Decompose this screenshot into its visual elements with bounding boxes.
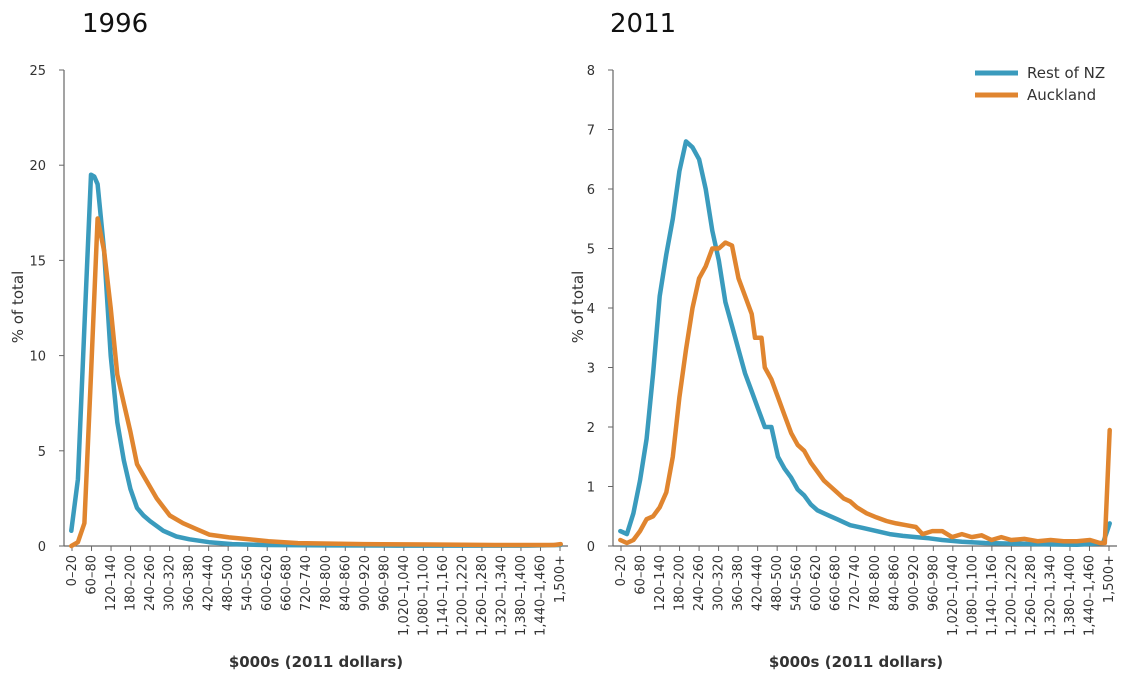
- x-tick-label: 660–680: [829, 555, 844, 611]
- x-tick-label: 1,020–1,040: [946, 555, 961, 636]
- x-tick-label: 540–560: [241, 555, 256, 611]
- x-tick-label: 420–440: [202, 555, 217, 611]
- x-tick-label: 120–140: [104, 555, 119, 611]
- x-tick-label: 720–740: [299, 555, 314, 611]
- x-tick-label: 60–80: [634, 555, 649, 595]
- y-tick-label: 3: [587, 362, 595, 377]
- series-line-auckland: [618, 240, 1112, 546]
- x-tick-label: 360–380: [182, 555, 197, 611]
- x-tick-label: 1,320–1,340: [494, 555, 509, 636]
- legend: Rest of NZ Auckland: [975, 64, 1105, 104]
- x-tick-label: 1,500+: [553, 555, 568, 603]
- x-tick-label: 240–260: [143, 555, 158, 611]
- x-tick-label: 300–320: [163, 555, 178, 611]
- x-tick-label: 1,200–1,220: [1004, 555, 1019, 636]
- x-tick-label: 240–260: [692, 555, 707, 611]
- chart-panel-2011: 2011 % of total $000s (2011 dollars) 012…: [569, 9, 1117, 671]
- x-tick-label: 1,380–1,400: [514, 555, 529, 636]
- x-tick-label: 1,080–1,100: [416, 555, 431, 636]
- x-tick-label: 840–860: [887, 555, 902, 611]
- y-ticks: 0 1 2 3 4 5 6 7 8: [587, 64, 613, 555]
- x-tick-label: 1,380–1,400: [1063, 555, 1078, 636]
- x-tick-label: 1,140–1,160: [985, 555, 1000, 636]
- x-tick-label: 840–860: [338, 555, 353, 611]
- y-tick-label: 6: [587, 183, 595, 198]
- y-tick-label: 1: [587, 481, 595, 496]
- x-tick-label: 1,500+: [1102, 555, 1117, 603]
- x-axis-label: $000s (2011 dollars): [769, 653, 943, 671]
- x-tick-label: 420–440: [751, 555, 766, 611]
- y-tick-label: 5: [38, 445, 46, 460]
- y-tick-label: 7: [587, 124, 595, 139]
- y-axis-label: % of total: [9, 271, 27, 344]
- x-tick-label: 600–620: [260, 555, 275, 611]
- y-tick-label: 20: [29, 159, 46, 174]
- x-tick-label: 1,320–1,340: [1043, 555, 1058, 636]
- series-line-rest-of-nz: [618, 139, 1112, 548]
- series-group: [618, 139, 1112, 548]
- series-line-auckland: [69, 216, 563, 549]
- x-tick-label: 120–140: [653, 555, 668, 611]
- x-tick-label: 1,440–1,460: [1082, 555, 1097, 636]
- chart-panel-1996: 1996 % of total $000s (2011 dollars) 0 5 1…: [9, 9, 568, 671]
- x-tick-label: 720–740: [848, 555, 863, 611]
- x-tick-label: 540–560: [790, 555, 805, 611]
- y-ticks: 0 5 10 15 20 25: [29, 64, 64, 555]
- x-tick-label: 480–500: [221, 555, 236, 611]
- y-tick-label: 25: [29, 64, 46, 79]
- y-tick-label: 0: [587, 540, 595, 555]
- x-tick-label: 1,020–1,040: [397, 555, 412, 636]
- x-tick-label: 180–200: [673, 555, 688, 611]
- x-tick-label: 1,080–1,100: [965, 555, 980, 636]
- x-tick-label: 1,260–1,280: [475, 555, 490, 636]
- x-ticks: 0–20 60–80 120–140 180–200 240–260 300–320 360…: [65, 546, 568, 636]
- y-tick-label: 8: [587, 64, 595, 79]
- x-tick-label: 1,140–1,160: [436, 555, 451, 636]
- y-tick-label: 4: [587, 302, 595, 317]
- x-tick-label: 0–20: [614, 555, 629, 586]
- x-tick-label: 1,200–1,220: [455, 555, 470, 636]
- legend-label-auckland: Auckland: [1027, 86, 1096, 104]
- y-tick-label: 15: [29, 254, 46, 269]
- x-tick-label: 1,260–1,280: [1024, 555, 1039, 636]
- x-tick-label: 1,440–1,460: [533, 555, 548, 636]
- chart-title: 2011: [610, 9, 676, 39]
- series-line-rest-of-nz: [69, 172, 563, 548]
- x-tick-label: 960–980: [377, 555, 392, 611]
- y-tick-label: 0: [38, 540, 46, 555]
- x-tick-label: 0–20: [65, 555, 80, 586]
- x-tick-label: 900–920: [907, 555, 922, 611]
- y-tick-label: 5: [587, 243, 595, 258]
- y-axis-label: % of total: [569, 271, 587, 344]
- legend-label-rest-of-nz: Rest of NZ: [1027, 64, 1105, 82]
- x-axis-label: $000s (2011 dollars): [229, 653, 403, 671]
- x-ticks: 0–20 60–80 120–140 180–200 240–260 300–320 360…: [614, 546, 1117, 636]
- y-tick-label: 10: [29, 350, 46, 365]
- x-tick-label: 780–800: [868, 555, 883, 611]
- x-tick-label: 900–920: [358, 555, 373, 611]
- x-tick-label: 360–380: [731, 555, 746, 611]
- y-tick-label: 2: [587, 421, 595, 436]
- x-tick-label: 600–620: [809, 555, 824, 611]
- series-group: [69, 172, 563, 549]
- x-tick-label: 960–980: [926, 555, 941, 611]
- x-tick-label: 300–320: [712, 555, 727, 611]
- x-tick-label: 180–200: [124, 555, 139, 611]
- x-tick-label: 480–500: [770, 555, 785, 611]
- x-tick-label: 60–80: [85, 555, 100, 595]
- x-tick-label: 660–680: [280, 555, 295, 611]
- x-tick-label: 780–800: [319, 555, 334, 611]
- chart-title: 1996: [82, 9, 148, 39]
